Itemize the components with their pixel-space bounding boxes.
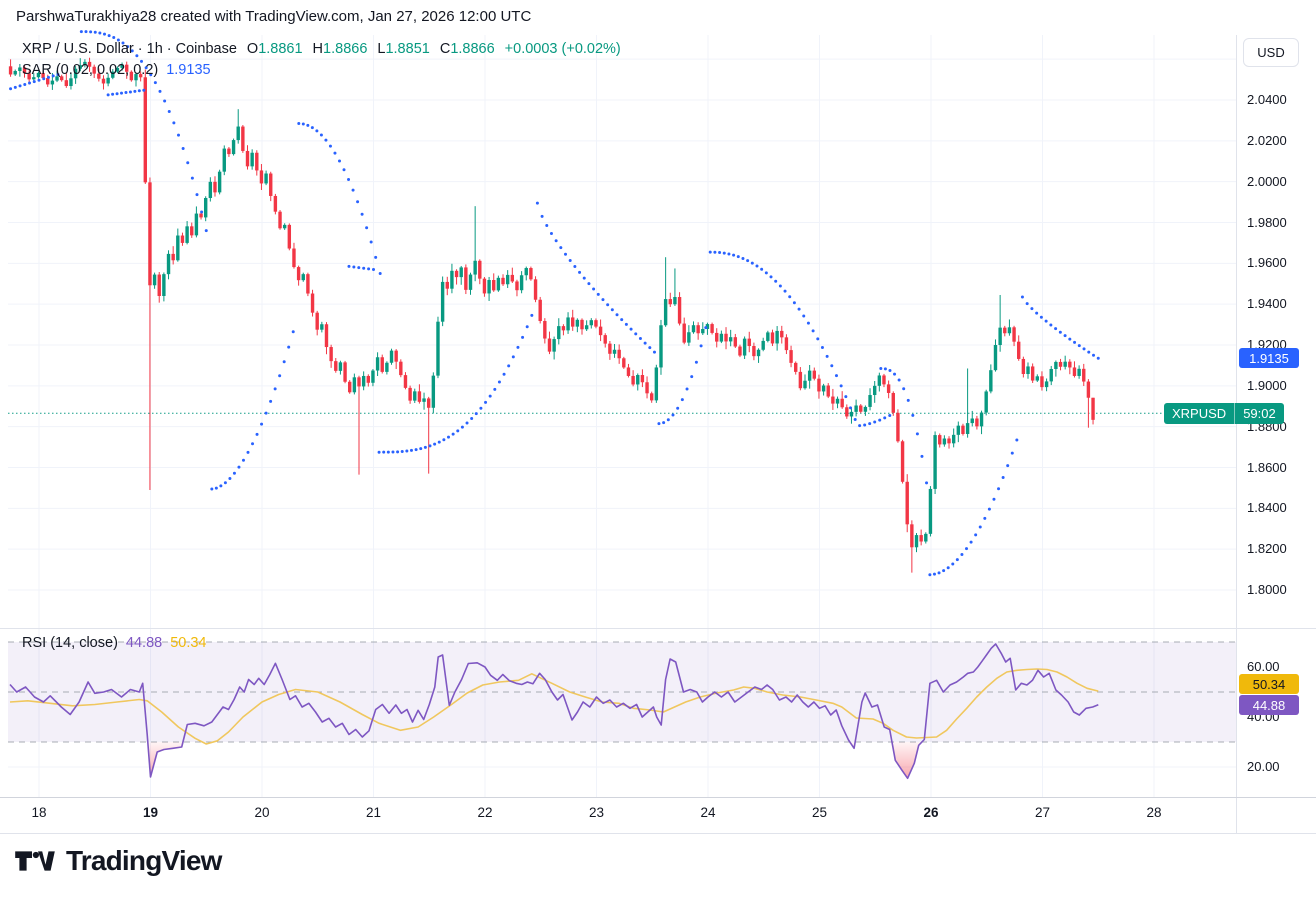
price-axis-label: 1.8600 (1247, 459, 1287, 475)
time-axis-label: 26 (923, 805, 939, 820)
sar-price-label: 1.9135 (1239, 348, 1299, 368)
last-price-symbol: XRPUSD (1172, 406, 1227, 421)
rsi-legend-row: RSI (14, close) 44.88 50.34 (22, 635, 207, 656)
ohlc-close: C1.8866 (439, 41, 495, 57)
price-axis-label: 1.8400 (1247, 500, 1287, 516)
time-axis-label: 27 (1034, 805, 1051, 820)
price-scale-divider[interactable] (1236, 35, 1237, 833)
tradingview-logo[interactable]: TradingView (14, 842, 222, 880)
rsi-ma-label: 50.34 (1239, 674, 1299, 694)
time-axis-label: 28 (1146, 805, 1162, 820)
time-axis-label: 22 (477, 805, 493, 820)
tradingview-logo-icon (15, 851, 55, 871)
sar-indicator-title[interactable]: SAR (0.02, 0.02, 0.2) (22, 62, 159, 78)
symbol-title[interactable]: XRP / U.S. Dollar · 1h · Coinbase (22, 41, 237, 57)
time-scale-top-border (0, 797, 1316, 798)
sar-value: 1.9135 (166, 62, 211, 78)
high-value: 1.8866 (323, 41, 368, 57)
badge-divider (1234, 403, 1236, 424)
time-scale-bottom-border (0, 833, 1316, 834)
rsi-value: 44.88 (125, 635, 163, 651)
time-axis-label: 18 (31, 805, 47, 820)
price-axis-label: 2.0000 (1247, 173, 1287, 189)
rsi-ma-value: 50.34 (170, 635, 207, 651)
price-axis-label: 2.0200 (1247, 132, 1287, 148)
price-axis-label: 1.9000 (1247, 377, 1287, 393)
attribution-text: ParshwaTurakhiya28 created with TradingV… (16, 8, 532, 25)
time-axis-label: 25 (811, 805, 828, 820)
price-axis-label: 1.8000 (1247, 582, 1287, 597)
change-value: +0.0003 (+0.02%) (504, 41, 621, 57)
rsi-indicator-title[interactable]: RSI (14, close) (22, 635, 118, 651)
rsi-value-label: 44.88 (1239, 695, 1299, 715)
currency-toggle-button[interactable]: USD (1243, 38, 1299, 67)
time-axis-label: 21 (365, 805, 382, 820)
open-value: 1.8861 (258, 41, 303, 57)
price-axis-label: 2.0400 (1247, 92, 1287, 107)
price-axis-label: 1.9400 (1247, 296, 1287, 312)
ohlc-open: O1.8861 (246, 41, 303, 57)
price-axis-label: 1.9800 (1247, 214, 1287, 230)
low-value: 1.8851 (385, 41, 430, 57)
chart-legend: XRP / U.S. Dollar · 1h · Coinbase O1.886… (22, 41, 621, 83)
bar-countdown: 59:02 (1243, 406, 1276, 421)
rsi-axis-label: 20.00 (1247, 759, 1280, 774)
ohlc-high: H1.8866 (312, 41, 368, 57)
sar-legend-row: SAR (0.02, 0.02, 0.2) 1.9135 (22, 62, 621, 83)
rsi-axis-label: 60.00 (1247, 659, 1280, 674)
close-value: 1.8866 (450, 41, 495, 57)
symbol-legend-row: XRP / U.S. Dollar · 1h · Coinbase O1.886… (22, 41, 621, 62)
last-price-label: XRPUSD 59:02 (1164, 403, 1284, 424)
price-axis-label: 1.8200 (1247, 541, 1287, 557)
price-axis-label: 1.9600 (1247, 255, 1287, 271)
pane-divider[interactable] (0, 628, 1316, 629)
rsi-legend: RSI (14, close) 44.88 50.34 (22, 635, 207, 656)
time-axis-label: 24 (700, 805, 716, 820)
time-axis-label: 20 (254, 805, 270, 820)
ohlc-low: L1.8851 (377, 41, 430, 57)
tradingview-logo-text: TradingView (66, 845, 222, 876)
time-axis-label: 23 (588, 805, 605, 820)
time-axis-label: 19 (142, 805, 159, 820)
